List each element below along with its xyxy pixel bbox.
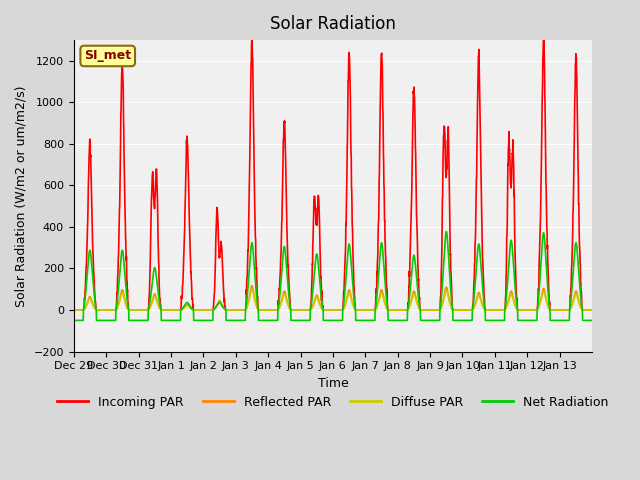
Incoming PAR	[540, 33, 548, 39]
Reflected PAR	[167, 307, 175, 313]
Incoming PAR	[489, 307, 497, 313]
Reflected PAR	[588, 307, 596, 313]
Diffuse PAR	[518, 307, 526, 313]
Net Radiation	[442, 229, 450, 235]
Net Radiation	[518, 317, 526, 323]
Reflected PAR	[518, 307, 526, 313]
Diffuse PAR	[248, 287, 255, 292]
Net Radiation	[234, 317, 241, 323]
Reflected PAR	[581, 307, 589, 313]
Diffuse PAR	[489, 307, 497, 313]
Net Radiation	[489, 317, 497, 323]
Reflected PAR	[364, 307, 372, 313]
Incoming PAR	[70, 307, 77, 313]
Diffuse PAR	[70, 307, 77, 313]
Diffuse PAR	[167, 307, 175, 313]
Text: SI_met: SI_met	[84, 49, 131, 62]
Reflected PAR	[489, 307, 497, 313]
Line: Reflected PAR: Reflected PAR	[74, 286, 592, 310]
Reflected PAR	[234, 307, 241, 313]
Line: Diffuse PAR: Diffuse PAR	[74, 289, 592, 310]
Diffuse PAR	[122, 300, 129, 306]
Y-axis label: Solar Radiation (W/m2 or um/m2/s): Solar Radiation (W/m2 or um/m2/s)	[15, 85, 28, 307]
Incoming PAR	[234, 307, 241, 313]
Net Radiation	[364, 317, 372, 323]
Legend: Incoming PAR, Reflected PAR, Diffuse PAR, Net Radiation: Incoming PAR, Reflected PAR, Diffuse PAR…	[52, 391, 614, 414]
Reflected PAR	[248, 283, 255, 288]
Incoming PAR	[113, 307, 120, 313]
Diffuse PAR	[581, 307, 589, 313]
Diffuse PAR	[364, 307, 372, 313]
Line: Incoming PAR: Incoming PAR	[74, 36, 592, 310]
Net Radiation	[588, 317, 596, 323]
Net Radiation	[122, 280, 129, 286]
Reflected PAR	[122, 299, 129, 305]
X-axis label: Time: Time	[317, 377, 348, 390]
Diffuse PAR	[234, 307, 241, 313]
Incoming PAR	[518, 307, 526, 313]
Title: Solar Radiation: Solar Radiation	[270, 15, 396, 33]
Net Radiation	[70, 317, 77, 323]
Diffuse PAR	[588, 307, 596, 313]
Net Radiation	[581, 317, 589, 323]
Incoming PAR	[364, 307, 372, 313]
Reflected PAR	[70, 307, 77, 313]
Line: Net Radiation: Net Radiation	[74, 232, 592, 320]
Incoming PAR	[122, 239, 130, 244]
Incoming PAR	[588, 307, 596, 313]
Incoming PAR	[581, 307, 589, 313]
